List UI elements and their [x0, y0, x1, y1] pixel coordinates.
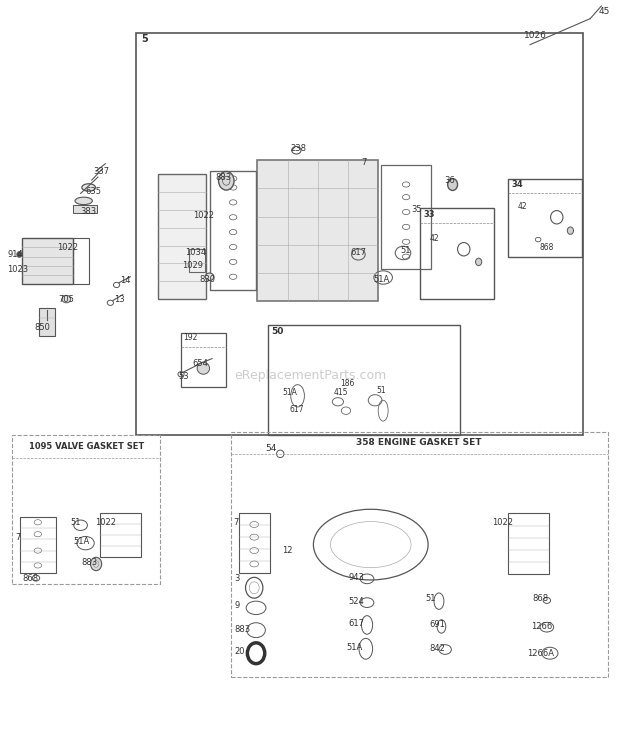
Text: 705: 705: [58, 295, 74, 304]
Ellipse shape: [91, 557, 102, 571]
Bar: [231, 432, 608, 677]
Text: 51: 51: [71, 518, 81, 527]
Text: 1266A: 1266A: [527, 649, 554, 658]
Text: 35: 35: [411, 205, 422, 214]
Text: 34: 34: [512, 180, 523, 189]
Text: 617: 617: [290, 405, 304, 414]
Text: 238: 238: [290, 144, 306, 153]
Text: 914: 914: [7, 250, 23, 259]
Text: 383: 383: [81, 207, 97, 216]
Text: 50: 50: [271, 327, 283, 336]
Text: 51: 51: [425, 594, 436, 603]
Ellipse shape: [17, 251, 22, 257]
Text: 9: 9: [234, 601, 239, 610]
Text: 33: 33: [423, 210, 435, 219]
Bar: [181, 333, 226, 387]
Text: 54: 54: [265, 444, 277, 453]
Text: 42: 42: [430, 234, 440, 243]
Text: 635: 635: [86, 187, 102, 196]
Text: 51A: 51A: [73, 537, 89, 546]
Bar: [508, 513, 549, 574]
Text: 7: 7: [15, 533, 20, 542]
Text: 20: 20: [234, 647, 245, 656]
Text: 3: 3: [234, 574, 240, 583]
Bar: [22, 238, 73, 284]
Bar: [136, 33, 583, 435]
Text: 842: 842: [429, 644, 445, 653]
Text: 51: 51: [376, 386, 386, 395]
Text: 617: 617: [350, 248, 366, 257]
Text: 1022: 1022: [57, 243, 78, 251]
Text: 883: 883: [216, 173, 232, 182]
Text: 617: 617: [348, 619, 365, 628]
Bar: [239, 513, 270, 573]
Ellipse shape: [75, 197, 92, 205]
Bar: [73, 205, 97, 213]
Bar: [420, 208, 494, 299]
Text: 868: 868: [22, 574, 38, 583]
Text: 415: 415: [334, 388, 348, 397]
Bar: [20, 517, 56, 573]
Text: 337: 337: [93, 167, 109, 176]
Text: 524: 524: [348, 597, 364, 606]
Text: 1266: 1266: [531, 622, 552, 631]
Text: 1022: 1022: [193, 211, 215, 220]
Bar: [39, 308, 55, 336]
Text: 1026: 1026: [524, 31, 547, 40]
Text: 51: 51: [400, 246, 410, 255]
Text: 358 ENGINE GASKET SET: 358 ENGINE GASKET SET: [356, 438, 482, 447]
Text: 868: 868: [532, 594, 548, 603]
Bar: [158, 174, 206, 299]
Text: 1095 VALVE GASKET SET: 1095 VALVE GASKET SET: [29, 442, 144, 451]
Bar: [189, 249, 205, 272]
Text: 691: 691: [429, 620, 445, 629]
Text: 14: 14: [120, 276, 130, 285]
Text: 51A: 51A: [374, 275, 390, 283]
Ellipse shape: [62, 295, 71, 303]
Bar: [257, 160, 378, 301]
Text: 192: 192: [184, 333, 198, 342]
Text: 13: 13: [114, 295, 125, 304]
Text: 45: 45: [598, 7, 609, 16]
Text: 1022: 1022: [95, 518, 116, 527]
Ellipse shape: [567, 227, 574, 234]
Text: 42: 42: [518, 202, 528, 211]
Ellipse shape: [197, 362, 210, 374]
Text: 1034: 1034: [185, 248, 206, 257]
Bar: [100, 513, 141, 557]
Text: 51A: 51A: [282, 388, 297, 397]
Text: 7: 7: [361, 158, 366, 167]
Text: 12: 12: [282, 546, 293, 555]
Ellipse shape: [205, 273, 214, 280]
Text: 53: 53: [179, 372, 189, 381]
Bar: [12, 435, 160, 584]
Text: 943: 943: [348, 573, 365, 582]
Text: 654: 654: [192, 359, 208, 368]
Ellipse shape: [476, 258, 482, 266]
Ellipse shape: [218, 172, 234, 190]
Text: 7: 7: [233, 518, 239, 527]
Ellipse shape: [448, 179, 458, 190]
Text: 186: 186: [340, 379, 354, 388]
Text: 883: 883: [82, 558, 98, 567]
Text: 850: 850: [34, 323, 50, 332]
Text: 1029: 1029: [182, 261, 203, 270]
Text: 1023: 1023: [7, 265, 29, 274]
Text: 51A: 51A: [346, 643, 362, 652]
Bar: [268, 325, 460, 435]
Text: 36: 36: [444, 176, 454, 185]
Text: 1022: 1022: [492, 518, 513, 527]
Bar: [210, 171, 256, 290]
Ellipse shape: [82, 184, 95, 191]
Bar: [73, 238, 89, 284]
Bar: [381, 165, 431, 269]
Text: 883: 883: [234, 625, 250, 634]
Bar: [508, 179, 582, 257]
Text: 868: 868: [539, 243, 554, 251]
Text: 5: 5: [141, 34, 148, 45]
Text: eReplacementParts.com: eReplacementParts.com: [234, 369, 386, 382]
Text: 830: 830: [200, 275, 216, 283]
